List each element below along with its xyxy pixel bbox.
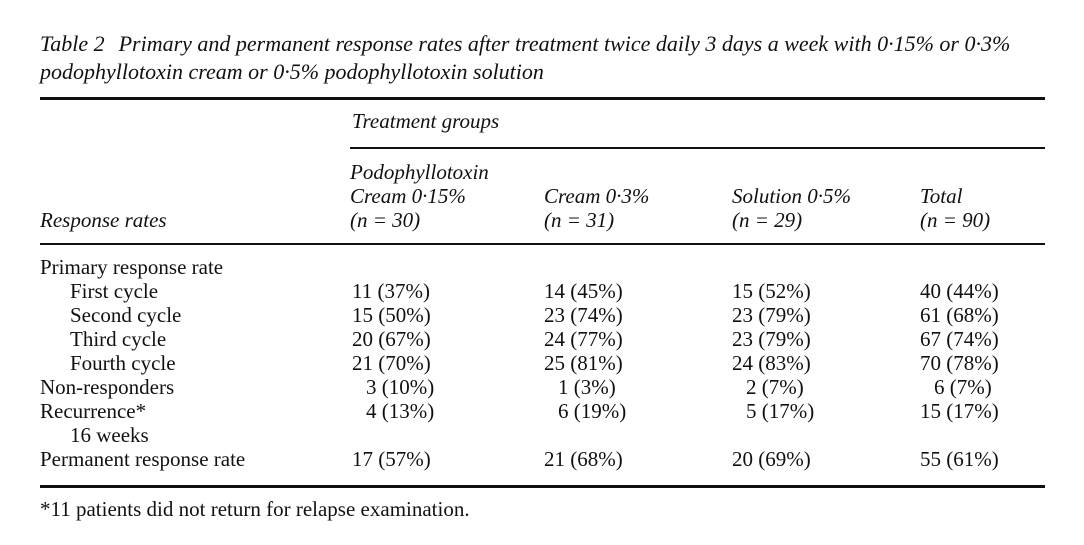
table-cell: 4 (13%) [366,399,435,423]
table-row: Second cycle 15 (50%) 23 (74%) 23 (79%) … [0,303,1084,327]
table-cell: 15 (50%) [352,303,431,327]
top-rule [40,97,1045,100]
table-cell: 1 (3%) [558,375,616,399]
column-header-solution-05: Solution 0·5% (n = 29) [732,184,851,232]
table-row: 16 weeks [0,423,1084,447]
table-row: Third cycle 20 (67%) 24 (77%) 23 (79%) 6… [0,327,1084,351]
table-cell: 2 (7%) [746,375,804,399]
table-row: Fourth cycle 21 (70%) 25 (81%) 24 (83%) … [0,351,1084,375]
table-cell: 20 (67%) [352,327,431,351]
column-header-line: Total [920,184,963,208]
column-header-line: (n = 29) [732,208,803,232]
row-label: Permanent response rate [40,447,246,471]
table-body: Primary response rate First cycle 11 (37… [0,255,1084,471]
column-header-cream-03: Cream 0·3% (n = 31) [544,184,649,232]
row-label: Fourth cycle [70,351,176,375]
column-header-line: (n = 31) [544,208,615,232]
row-label: Third cycle [70,327,167,351]
table-cell: 23 (79%) [732,303,811,327]
row-label: Non-responders [40,375,175,399]
table-cell: 11 (37%) [352,279,430,303]
table-row: Primary response rate [0,255,1084,279]
table-cell: 5 (17%) [746,399,815,423]
column-header-line: Cream 0·3% [544,184,650,208]
table-footnote: *11 patients did not return for relapse … [40,497,470,521]
table-cell: 14 (45%) [544,279,623,303]
header-rule [40,243,1045,245]
column-header-line: Cream 0·15% [350,184,466,208]
column-header-total: Total (n = 90) [920,184,990,232]
column-header-line: (n = 30) [350,208,421,232]
table-row: Recurrence* 4 (13%) 6 (19%) 5 (17%) 15 (… [0,399,1084,423]
table-cell: 55 (61%) [920,447,999,471]
table-cell: 17 (57%) [352,447,431,471]
table-number: Table 2 [40,31,105,56]
table-cell: 21 (70%) [352,351,431,375]
table-cell: 6 (7%) [934,375,992,399]
table-cell: 6 (19%) [558,399,627,423]
table-row: Permanent response rate 17 (57%) 21 (68%… [0,447,1084,471]
table-row: First cycle 11 (37%) 14 (45%) 15 (52%) 4… [0,279,1084,303]
row-label: Primary response rate [40,255,224,279]
groups-rule [350,147,1045,149]
table-cell: 70 (78%) [920,351,999,375]
table-cell: 24 (83%) [732,351,811,375]
row-label: Recurrence* [40,399,147,423]
table-cell: 24 (77%) [544,327,623,351]
column-header-cream-015: Podophyllotoxin Cream 0·15% (n = 30) [350,160,489,232]
row-header-response-rates: Response rates [40,208,167,232]
column-header-line: (n = 90) [920,208,991,232]
table-cell: 67 (74%) [920,327,999,351]
table-cell: 20 (69%) [732,447,811,471]
table-caption-text: Primary and permanent response rates aft… [40,31,1011,84]
column-header-line: Podophyllotoxin [350,160,489,184]
bottom-rule [40,485,1045,488]
row-label: Second cycle [70,303,182,327]
table-cell: 15 (52%) [732,279,811,303]
table-cell: 61 (68%) [920,303,999,327]
table-row: Non-responders 3 (10%) 1 (3%) 2 (7%) 6 (… [0,375,1084,399]
row-label: First cycle [70,279,159,303]
treatment-groups-heading: Treatment groups [352,109,500,133]
table-caption: Table 2 Primary and permanent response ra… [40,30,1050,86]
table-cell: 23 (79%) [732,327,811,351]
row-label: 16 weeks [70,423,149,447]
table-cell: 3 (10%) [366,375,435,399]
table-cell: 15 (17%) [920,399,999,423]
table-cell: 40 (44%) [920,279,999,303]
table-cell: 25 (81%) [544,351,623,375]
table-cell: 23 (74%) [544,303,623,327]
table-cell: 21 (68%) [544,447,623,471]
column-header-line: Solution 0·5% [732,184,851,208]
